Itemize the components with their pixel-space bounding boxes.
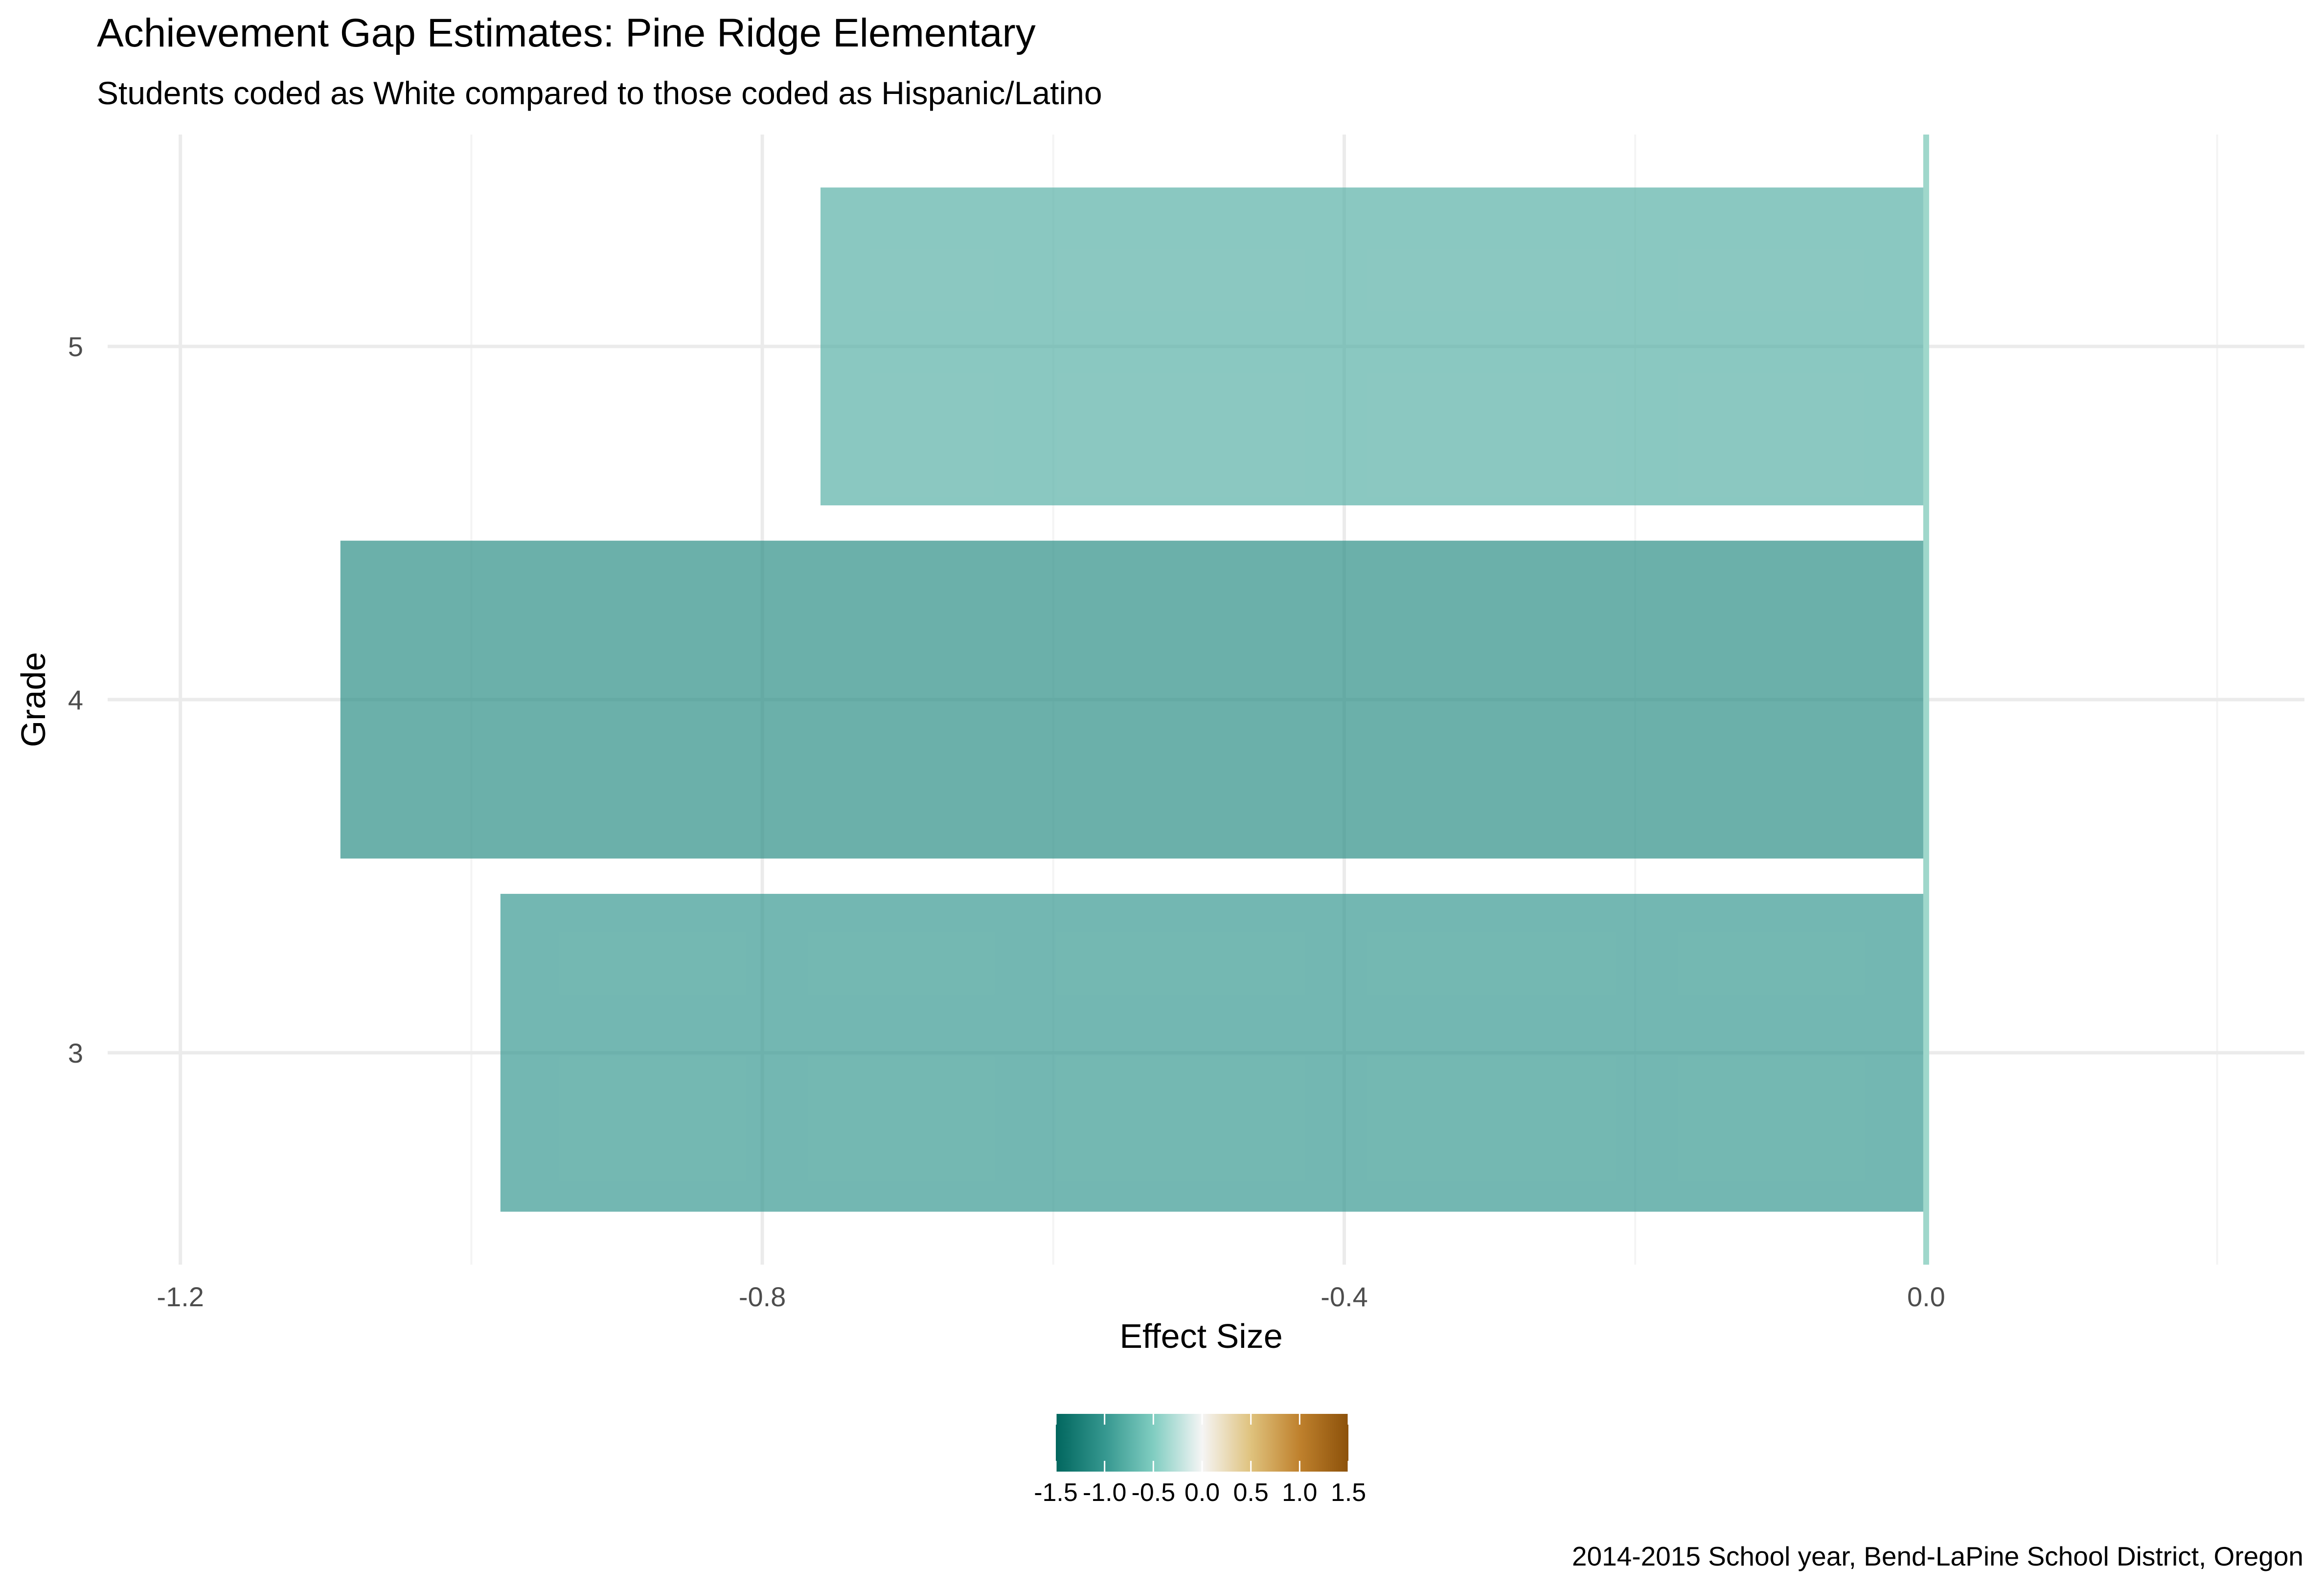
y-axis-tick-labels: 3 4 5	[68, 331, 83, 1068]
legend-ticks: -1.5 -1.0 -0.5 0.0 0.5 1.0 1.5	[1034, 1414, 1366, 1507]
chart-title: Achievement Gap Estimates: Pine Ridge El…	[97, 11, 1036, 55]
chart-caption: 2014-2015 School year, Bend-LaPine Schoo…	[1572, 1541, 2303, 1571]
x-tick-label: -1.2	[157, 1281, 204, 1312]
legend-tick-label: -0.5	[1132, 1478, 1176, 1507]
legend-tick-label: 1.5	[1331, 1478, 1366, 1507]
legend-tick-label: 0.5	[1233, 1478, 1269, 1507]
y-tick-label: 5	[68, 331, 83, 362]
x-axis-tick-labels: -1.2 -0.8 -0.4 0.0	[157, 1281, 1945, 1312]
y-tick-label: 3	[68, 1038, 83, 1068]
legend-tick-label: -1.0	[1083, 1478, 1127, 1507]
x-tick-label: -0.8	[739, 1281, 786, 1312]
bar-grade-4	[340, 541, 1926, 859]
bar-grade-5	[820, 187, 1926, 505]
y-tick-label: 4	[68, 684, 83, 715]
bar-grade-3	[500, 894, 1926, 1212]
x-axis-title: Effect Size	[1119, 1317, 1282, 1355]
legend-tick-label: 1.0	[1282, 1478, 1317, 1507]
x-tick-label: 0.0	[1907, 1281, 1945, 1312]
chart-subtitle: Students coded as White compared to thos…	[97, 75, 1102, 111]
x-tick-label: -0.4	[1321, 1281, 1368, 1312]
fill-legend: -1.5 -1.0 -0.5 0.0 0.5 1.0 1.5	[1034, 1414, 1366, 1507]
y-axis-title: Grade	[14, 652, 52, 748]
bar-series	[340, 187, 1926, 1212]
legend-tick-label: -1.5	[1034, 1478, 1078, 1507]
legend-tick-label: 0.0	[1185, 1478, 1220, 1507]
